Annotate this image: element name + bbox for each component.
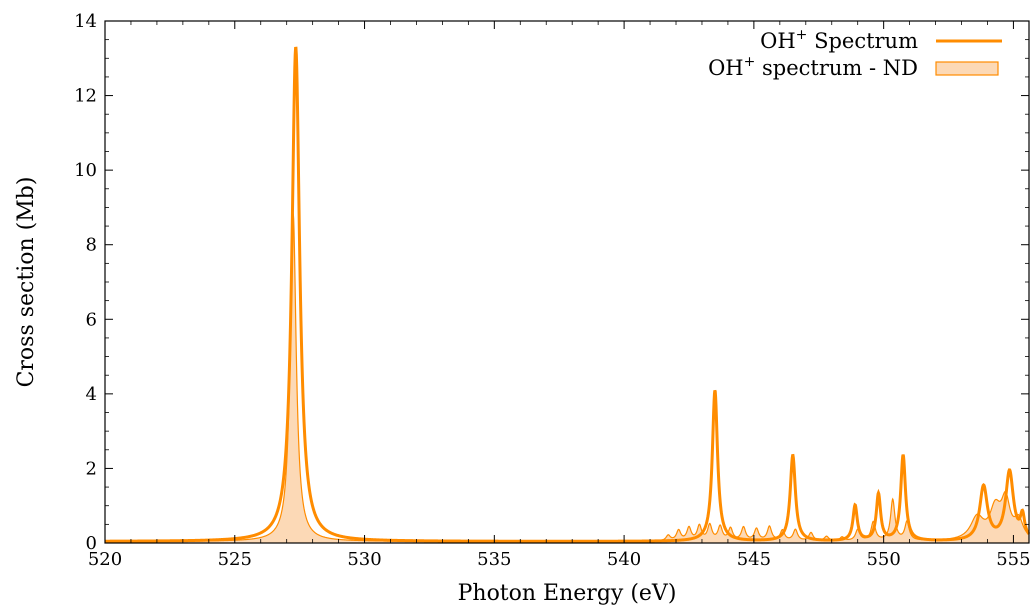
- x-tick-label: 530: [347, 549, 381, 570]
- x-tick-label: 525: [218, 549, 252, 570]
- plot-frame: [104, 20, 1030, 544]
- x-tick-label: 545: [737, 549, 771, 570]
- legend-label: OH+ spectrum - ND: [708, 54, 918, 80]
- y-tick-label: 2: [86, 458, 97, 479]
- x-tick-label: 535: [477, 549, 511, 570]
- y-tick-label: 14: [74, 11, 97, 32]
- y-tick-label: 4: [86, 384, 97, 405]
- spectrum-line-layer: [105, 46, 1030, 543]
- y-tick-label: 10: [74, 160, 97, 181]
- x-tick-label: 520: [88, 549, 122, 570]
- nd-area-layer: [105, 213, 1030, 543]
- series-line-oh-plus: [105, 46, 1030, 543]
- y-tick-label: 8: [86, 235, 97, 256]
- series-area-nd: [105, 213, 1029, 543]
- y-axis-label: Cross section (Mb): [14, 177, 39, 388]
- y-tick-label: 6: [86, 309, 97, 330]
- axis-ticks: 520 525 530 535 540 545 550 555 0 2 4 6 8 10 12 14: [74, 11, 1030, 570]
- x-axis-label: Photon Energy (eV): [458, 581, 677, 606]
- series-line-nd: [105, 213, 1030, 542]
- x-tick-label: 540: [607, 549, 641, 570]
- x-tick-label: 555: [996, 549, 1030, 570]
- legend-swatch-nd: [935, 61, 999, 76]
- x-tick-label: 550: [866, 549, 900, 570]
- y-tick-label: 0: [86, 533, 97, 554]
- legend-label: OH+ Spectrum: [760, 27, 918, 53]
- y-tick-label: 12: [74, 86, 97, 107]
